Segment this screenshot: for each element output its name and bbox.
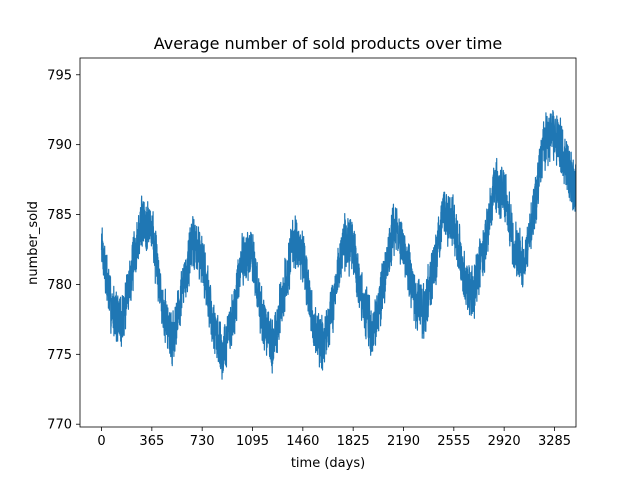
x-tick-label: 1095 [236,434,269,449]
x-tick-label: 2555 [437,434,470,449]
x-axis-label: time (days) [291,456,365,471]
x-tick-label: 1460 [286,434,319,449]
x-tick-label: 2920 [488,434,521,449]
x-tick-label: 3285 [538,434,571,449]
y-axis: 770 775 780 785 790 795 [47,68,80,433]
y-tick-label: 785 [47,208,72,223]
y-tick-label: 795 [47,68,72,83]
y-tick-label: 775 [47,348,72,363]
chart-title: Average number of sold products over tim… [154,34,503,53]
y-tick-label: 790 [47,138,72,153]
x-tick-label: 730 [190,434,215,449]
y-axis-label: number_sold [26,201,41,285]
plot-frame [79,57,577,428]
plot-area [80,58,576,427]
x-tick-label: 365 [139,434,164,449]
x-tick-label: 2190 [387,434,420,449]
x-tick-label: 0 [97,434,105,449]
y-tick-label: 780 [47,278,72,293]
series-layer [100,109,576,380]
x-tick-label: 1825 [337,434,370,449]
x-axis: 0 365 730 1095 1460 1825 2190 2555 2920 3285 [97,427,571,449]
series-line-number_sold [100,109,576,380]
y-tick-label: 770 [47,418,72,433]
